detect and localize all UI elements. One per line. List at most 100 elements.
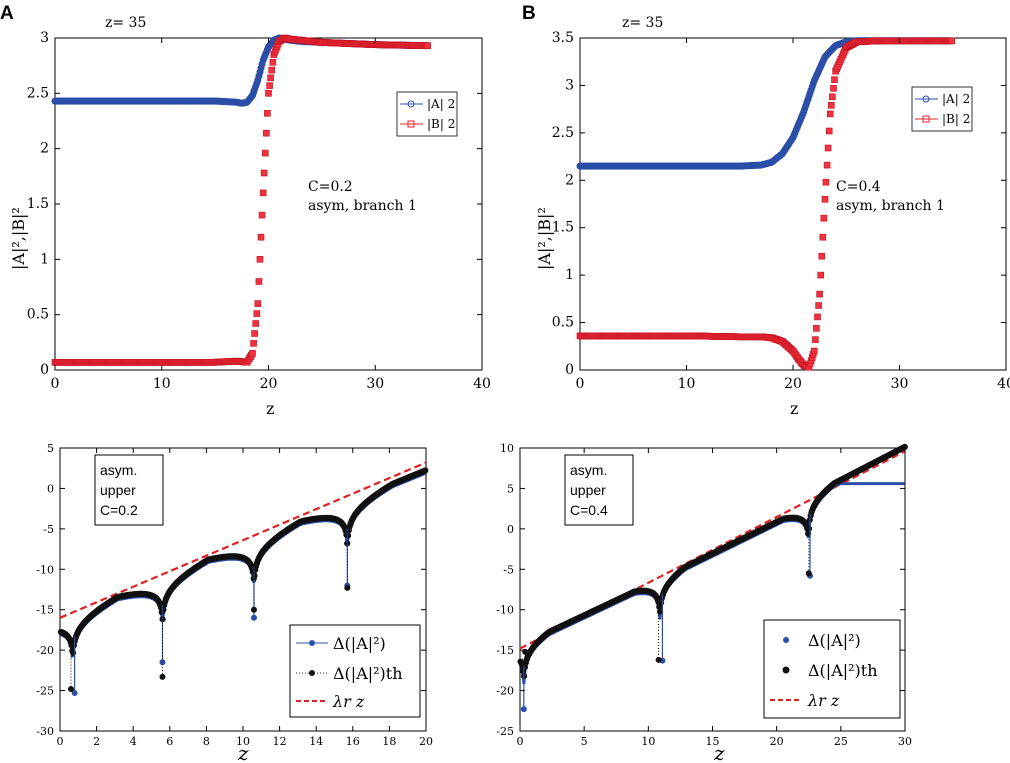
- abot-xtick-label: 6: [166, 735, 173, 748]
- series-b2-point: [816, 290, 823, 298]
- bbot-xtick-label: 5: [581, 735, 588, 748]
- chart-a-top-annotation-1: C=0.2: [308, 179, 353, 195]
- series-b2-point: [815, 302, 822, 309]
- series-b2-point: [823, 161, 831, 169]
- series-b2-point: [266, 82, 273, 89]
- series-b2-point: [821, 196, 829, 203]
- dip-black-point: [344, 584, 351, 591]
- chart-a-top-ylabel: |A|²,|B|²: [9, 207, 28, 270]
- textbox-b-line-3: C=0.4: [570, 502, 608, 518]
- legend-a-bottom-delta: Δ(|A|²): [333, 634, 386, 653]
- series-b2-point: [817, 271, 825, 279]
- atop-ytick-label: 1: [40, 251, 49, 267]
- chart-b-top-xlabel: z: [790, 399, 798, 418]
- delta-th-point: [160, 606, 167, 614]
- series-b2-point: [831, 76, 838, 83]
- series-b2-point: [253, 310, 261, 317]
- btop-xtick-label: 40: [997, 376, 1010, 392]
- bbot-xtick-label: 0: [517, 735, 524, 748]
- series-b2-point: [819, 233, 827, 241]
- delta-th-point: [422, 467, 429, 474]
- chart-a-top-title: z= 35: [105, 15, 146, 31]
- chart-b-bottom-textbox: asym. upper C=0.4: [564, 454, 634, 526]
- chart-a-bottom: 0 2 4 6 8 10 12 14 16 18 20 -30 -25 -20 -15 -10 -5 0 5 z a…: [36, 442, 433, 763]
- btop-xtick-label: 20: [784, 376, 802, 392]
- atop-xtick-label: 40: [473, 376, 491, 392]
- series-b2-point: [814, 313, 821, 321]
- atop-ytick-label: 2.5: [27, 85, 49, 101]
- series-b2-point: [824, 144, 832, 152]
- series-b2-point: [265, 90, 272, 97]
- abot-ytick-label: -20: [36, 644, 54, 657]
- bbot-xtick-label: 10: [641, 735, 655, 748]
- btop-ytick-label: 1.5: [552, 220, 574, 236]
- chart-b-top-title: z= 35: [622, 15, 663, 31]
- dip-blue-point: [71, 689, 78, 696]
- bbot-ytick-label: 10: [500, 442, 514, 455]
- abot-ytick-label: -15: [36, 604, 54, 617]
- chart-a-bottom-xlabel: z: [237, 741, 249, 763]
- bbot-ytick-label: 0: [507, 523, 514, 536]
- series-b2-point: [249, 350, 256, 357]
- textbox-a-line-1: asym.: [100, 462, 137, 478]
- textbox-a-line-2: upper: [100, 482, 136, 498]
- legend-b-bottom-delta-th: Δ(|A|²)th: [808, 661, 878, 680]
- btop-ytick-label: 1: [565, 267, 574, 283]
- series-b2-point: [810, 347, 818, 355]
- bbot-xtick-label: 30: [898, 735, 912, 748]
- atop-ytick-label: 3: [40, 30, 49, 46]
- series-b2-point: [829, 93, 836, 101]
- bbot-xtick-label: 25: [834, 735, 848, 748]
- btop-xtick-label: 30: [891, 376, 909, 392]
- chart-a-top-legend: |A| 2 |B| 2: [396, 91, 458, 137]
- legend-b-bottom-delta: Δ(|A|²): [808, 631, 861, 650]
- bbot-ytick-label: -5: [503, 563, 514, 576]
- series-b2-point: [826, 110, 834, 118]
- series-b2-point: [257, 233, 265, 241]
- atop-xtick-label: 30: [366, 376, 384, 392]
- series-b2-point: [269, 58, 277, 66]
- btop-xtick-label: 0: [576, 376, 585, 392]
- dip-blue-point: [250, 614, 257, 621]
- abot-xtick-label: 18: [382, 735, 396, 748]
- legend-b-top-a2: |A| 2: [942, 92, 970, 106]
- atop-xtick-label: 10: [153, 376, 171, 392]
- atop-ytick-label: 1.5: [27, 196, 49, 212]
- chart-b-top: z= 35 0 10 20 30 40 0 0.5 1 1.5 2 2.5 3 3.5 z |A|²,|…: [535, 15, 1010, 418]
- dip-black-point: [805, 570, 812, 577]
- abot-ytick-label: -25: [36, 685, 54, 698]
- dip-blue-point: [520, 706, 527, 713]
- abot-xtick-label: 16: [346, 735, 360, 748]
- series-b2-point: [830, 85, 837, 92]
- atop-xtick-label: 0: [51, 376, 60, 392]
- lambda-reference-line: [59, 461, 427, 619]
- series-b2-point: [258, 211, 266, 219]
- chart-b-bottom: 0 5 10 15 20 25 30 -25 -20 -15 -10 -5 0 5 10 z asym. u…: [496, 442, 912, 763]
- btop-ytick-label: 0.5: [552, 315, 574, 331]
- abot-xtick-label: 0: [57, 735, 64, 748]
- abot-xtick-label: 14: [309, 735, 323, 748]
- series-b2-point: [268, 66, 276, 74]
- btop-ytick-label: 0: [565, 362, 574, 378]
- panel-letter-b: B: [522, 3, 536, 24]
- bbot-xtick-label: 20: [770, 735, 784, 748]
- series-b2-point: [813, 324, 820, 332]
- series-b2-point: [827, 102, 835, 109]
- legend-a-bottom-lambda: λr z: [332, 692, 365, 711]
- textbox-b-line-2: upper: [570, 482, 606, 498]
- chart-a-top-xlabel: z: [266, 399, 274, 418]
- series-b2-point: [255, 278, 263, 285]
- series-b2-point: [825, 127, 833, 135]
- series-b2-point: [948, 37, 956, 45]
- abot-ytick-label: -10: [36, 563, 54, 576]
- chart-b-bottom-xlabel: z: [713, 741, 725, 763]
- legend-a-top-b2: |B| 2: [427, 117, 455, 131]
- chart-a-bottom-textbox: asym. upper C=0.2: [94, 454, 164, 526]
- chart-b-bottom-legend: Δ(|A|²) Δ(|A|²)th λr z: [763, 619, 901, 719]
- atop-ytick-label: 2: [40, 141, 49, 157]
- dip-blue-point: [159, 659, 166, 666]
- legend-a-bottom-delta-th: Δ(|A|²)th: [333, 664, 403, 683]
- dip-black-point: [655, 656, 662, 663]
- abot-xtick-label: 20: [419, 735, 433, 748]
